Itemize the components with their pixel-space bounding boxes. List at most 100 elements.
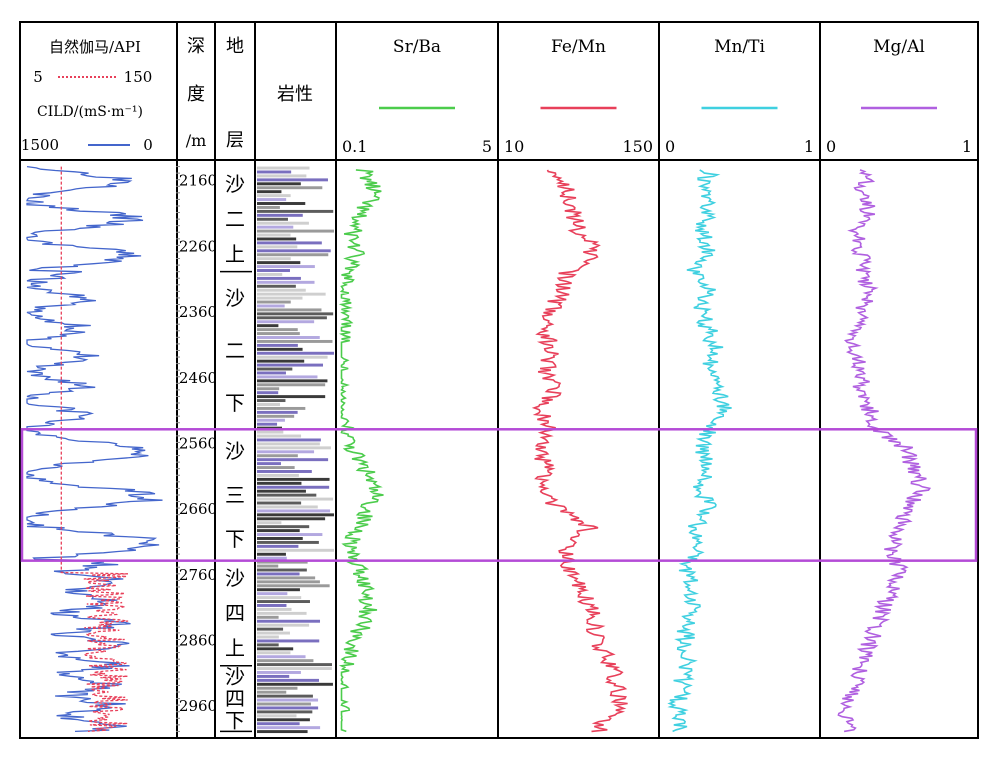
lithology-bed	[257, 320, 315, 324]
lithology-bed	[257, 525, 310, 529]
depth-label-3: /m	[186, 131, 207, 150]
series-max-label: 150	[622, 137, 653, 156]
lithology-bed	[257, 438, 321, 442]
ratio-curves	[20, 169, 978, 733]
cild-min: 1500	[21, 136, 59, 154]
strata-name-char: 四	[225, 687, 245, 711]
cild-label: CILD/(mS·m⁻¹)	[37, 104, 143, 120]
lithology-bed	[257, 233, 291, 237]
lithology-bed	[257, 611, 307, 615]
lithology-bed	[257, 540, 319, 544]
lithology-bed	[257, 517, 326, 521]
lithology-bed	[257, 375, 318, 379]
series-min-label: 0	[665, 137, 675, 156]
lithology-bed	[257, 288, 306, 292]
lithology-bed	[257, 202, 306, 205]
lithology-bed	[257, 564, 279, 568]
lithology-bed	[257, 383, 326, 387]
lithology-bed	[257, 604, 287, 607]
series-min-label: 10	[504, 137, 524, 156]
lithology-bed	[257, 710, 313, 714]
lithology-bed	[257, 170, 292, 174]
lithology-bed	[257, 730, 308, 734]
lithology-bed	[257, 454, 298, 458]
lithology-column	[257, 166, 334, 734]
lithology-bed	[257, 324, 279, 328]
lithology-bed	[257, 304, 285, 308]
lithology-bed	[257, 489, 306, 493]
lithology-bed	[257, 343, 298, 347]
lithology-bed	[257, 229, 334, 233]
lithology-bed	[257, 272, 283, 276]
lithology-bed	[257, 249, 331, 253]
lithology-bed	[257, 521, 282, 525]
series-name: Fe/Mn	[551, 37, 606, 57]
lithology-bed	[257, 722, 300, 726]
strata-name-char: 下	[225, 527, 245, 551]
lithology-bed	[257, 698, 319, 702]
lithology-bed	[257, 237, 297, 241]
strata-name-char: 沙	[225, 172, 245, 196]
lithology-bed	[257, 548, 334, 552]
lithology-bed	[257, 509, 331, 513]
lithology-bed	[257, 623, 310, 627]
lithology-bed	[257, 631, 290, 635]
depth-tick-label: 2760	[179, 566, 217, 584]
series-min-label: 0	[826, 137, 836, 156]
lithology-bed	[257, 588, 300, 592]
lithology-bed	[257, 355, 328, 359]
lithology-bed	[257, 572, 300, 576]
depth-tick-label: 2960	[179, 697, 217, 715]
lithology-bed	[257, 332, 300, 336]
lithology-bed	[257, 690, 287, 694]
strata-name-char: 三	[225, 483, 245, 507]
lithology-bed	[257, 678, 319, 682]
lithology-bed	[257, 217, 288, 221]
lithology-bed	[257, 442, 320, 446]
lithology-bed	[257, 505, 318, 509]
lithology-bed	[257, 529, 300, 533]
lithology-bed	[257, 265, 315, 269]
strata-name-char: 沙	[225, 286, 245, 310]
lithology-bed	[257, 190, 282, 194]
strata-label-1: 地	[226, 36, 244, 57]
lithology-bed	[257, 702, 311, 706]
lithology-bed	[257, 485, 330, 489]
lithology-bed	[257, 225, 294, 229]
depth-tick-label: 2460	[179, 369, 217, 387]
lithology-bed	[257, 446, 331, 450]
lithology-bed	[257, 655, 306, 659]
lithology-bed	[257, 477, 330, 481]
lithology-bed	[257, 205, 280, 209]
lithology-bed	[257, 643, 279, 647]
lithology-bed	[257, 600, 310, 604]
lithology-bed	[257, 718, 310, 722]
lithology-bed	[257, 639, 320, 643]
lithology-bed	[257, 213, 303, 217]
lithology-bed	[257, 178, 328, 182]
lithology-bed	[257, 462, 281, 466]
lithology-bed	[257, 328, 298, 332]
lithology-bed	[257, 186, 323, 190]
lithology-bed	[257, 663, 332, 667]
lithology-bed	[257, 458, 329, 462]
lithology-bed	[257, 194, 291, 198]
lithology-bed	[257, 300, 291, 304]
lithology-bed	[257, 253, 329, 257]
lithology-bed	[257, 182, 301, 186]
gamma-label: 自然伽马/API	[49, 38, 141, 56]
lithology-bed	[257, 544, 299, 548]
lithology-bed	[257, 221, 309, 225]
lithology-bed	[257, 501, 302, 505]
labels: 自然伽马/API 5 150 CILD/(mS·m⁻¹) 1500 0 深 度 …	[21, 36, 972, 732]
depth-tick-label: 2660	[179, 500, 217, 518]
lithology-bed	[257, 367, 293, 371]
lithology-bed	[257, 371, 286, 375]
strata-label-2: 层	[226, 130, 244, 151]
strata-name-char: 下	[225, 391, 245, 415]
lithology-bed	[257, 726, 321, 730]
lithology-bed	[257, 615, 279, 619]
lithology-bed	[257, 280, 315, 284]
lithology-bed	[257, 537, 303, 540]
strata-name-char: 二	[225, 207, 245, 231]
